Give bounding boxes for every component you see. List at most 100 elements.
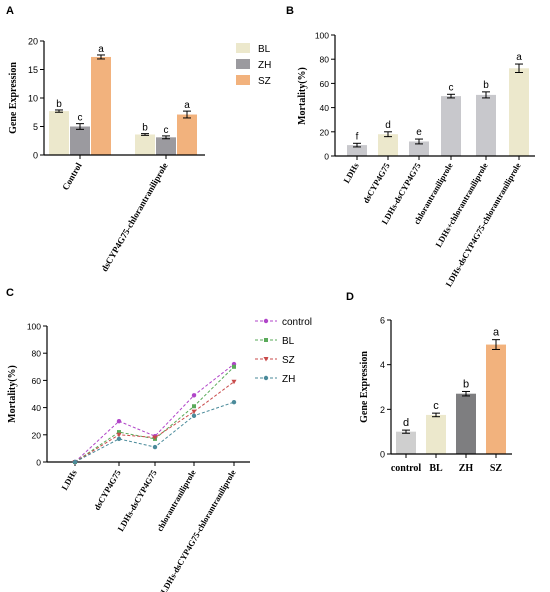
panel-b-sig-letter: d (385, 120, 391, 131)
panel-b-xtick-label: dsCYP4G75 (361, 161, 392, 205)
panel-a-sig-letter: a (98, 44, 104, 55)
panel-a-legend-label: BL (258, 44, 271, 55)
panel-c-point-bl (192, 404, 196, 409)
panel-a-bar-zh (156, 137, 176, 155)
panel-c-ytick-label: 100 (27, 322, 41, 332)
panel-d-bar (456, 393, 476, 454)
panel-b-sig-letter: b (483, 80, 489, 91)
panel-c-ytick-label: 80 (32, 349, 42, 359)
panel-b-sig-letter: e (416, 127, 422, 138)
panel-c-xtick-label: chlorantraniliprole (154, 468, 197, 533)
panel-c-legend-marker-zh (263, 375, 269, 381)
panel-c-ytick-label: 20 (32, 430, 42, 440)
panel-c-legend-label: ZH (282, 374, 295, 385)
panel-c-point-sz (116, 432, 122, 438)
panel-c-point-bl (232, 364, 236, 369)
panel-b-sig-letter: f (356, 131, 359, 142)
panel-a-sig-letter: c (78, 113, 83, 124)
panel-a-sig-letter: b (56, 99, 62, 110)
panel-d-xtick-label: SZ (490, 463, 503, 474)
panel-d-bar (486, 344, 506, 454)
panel-c-y-axis-label: Mortality(%) (7, 365, 18, 423)
panel-a-legend-swatch-bl (236, 43, 250, 53)
panel-b-bar (476, 94, 496, 156)
panel-c-point-sz (191, 409, 197, 415)
panel-c-legend-label: control (282, 317, 312, 328)
panel-letter-b: B (286, 5, 294, 17)
panel-a-bar-bl (135, 134, 155, 155)
panel-c-legend-marker-bl (264, 338, 268, 342)
panel-d-sig-letter: d (403, 417, 409, 429)
panel-c-xtick-label: dsCYP4G75 (92, 468, 123, 512)
panel-b-ytick-label: 20 (320, 127, 330, 137)
panel-d-sig-letter: a (493, 327, 500, 339)
panel-b-bar (409, 141, 429, 156)
panel-a-legend-label: ZH (258, 60, 271, 71)
panel-c-line-control (74, 363, 235, 463)
panel-b-bar (347, 145, 367, 156)
panel-a-y-axis-label: Gene Expression (8, 62, 19, 134)
panel-d-ytick-label: 4 (380, 360, 385, 370)
panel-b-bar (441, 96, 461, 156)
panel-d-xtick-label: control (391, 463, 422, 474)
panel-c-point-sz (152, 435, 158, 441)
panel-c-point-control (116, 419, 122, 424)
panel-c-point-zh (191, 413, 197, 418)
panel-d-bar (396, 431, 416, 454)
panel-c-point-zh (116, 436, 122, 442)
panel-c-ytick-label: 0 (36, 458, 41, 468)
panel-b-bar (378, 134, 398, 156)
panel-b-xtick-label: LDHs (341, 160, 361, 184)
panel-c-legend-marker-sz (263, 357, 269, 362)
panel-a-ytick-label: 0 (33, 151, 38, 161)
panel-d-ytick-label: 6 (380, 316, 385, 326)
panel-c-xtick-label: LDHs (59, 467, 79, 491)
panel-c-ytick-label: 40 (32, 403, 42, 413)
panel-d-ytick-label: 0 (380, 450, 385, 460)
panel-b-ytick-label: 60 (320, 79, 330, 89)
panel-letter-d: D (346, 291, 354, 303)
panel-b-ytick-label: 40 (320, 103, 330, 113)
panel-b-ytick-label: 0 (324, 152, 329, 162)
panel-d-xtick-label: BL (429, 463, 443, 474)
panel-a-legend-swatch-zh (236, 59, 250, 69)
panel-a-xtick-label: dsCYP4G75-chlorantraniliprole (99, 161, 170, 273)
panel-b-bar (509, 68, 529, 156)
panel-c-point-zh (72, 459, 78, 465)
panel-b-sig-letter: a (516, 52, 522, 63)
panel-c-point-sz (231, 379, 237, 385)
panel-b-sig-letter: c (449, 82, 454, 93)
panel-a-ytick-label: 5 (33, 122, 38, 132)
panel-c-xtick-label: LDHs-dsCYP4G75-chlorantraniliprole (158, 468, 238, 592)
panel-d-ytick-label: 2 (380, 405, 385, 415)
panel-a-bar-sz (91, 56, 111, 155)
panel-b-ytick-label: 80 (320, 55, 330, 65)
panel-c-point-zh (152, 444, 158, 450)
panel-c-xtick-label: LDHs-dsCYP4G75 (115, 468, 158, 533)
panel-d-sig-letter: b (463, 378, 469, 390)
panel-d-y-axis-label: Gene Expression (359, 351, 370, 423)
panel-c-line-zh (74, 401, 235, 463)
panel-letter-a: A (6, 5, 14, 17)
panel-a-sig-letter: b (142, 123, 148, 134)
panel-a-bar-zh (70, 126, 90, 155)
panel-a-bar-sz (177, 114, 197, 155)
panel-d-xtick-label: ZH (459, 463, 474, 474)
panel-c-point-zh (231, 399, 237, 405)
panel-b-y-axis-label: Mortality(%) (297, 67, 308, 125)
panel-a-ytick-label: 15 (28, 65, 38, 75)
panel-b-ytick-label: 100 (315, 31, 329, 41)
panel-a-ytick-label: 10 (28, 94, 38, 104)
panel-a-legend-label: SZ (258, 76, 271, 87)
panel-a-bar-bl (49, 111, 69, 155)
panel-c-legend-marker-control (263, 318, 269, 324)
panel-c-legend-label: SZ (282, 355, 295, 366)
panel-d-sig-letter: c (433, 400, 439, 412)
panel-c-line-bl (74, 366, 235, 463)
panel-a-xtick-label: Control (60, 161, 84, 192)
panel-a-ytick-label: 20 (28, 37, 38, 47)
panel-letter-c: C (6, 287, 14, 299)
panel-d-bar (426, 414, 446, 454)
panel-c-legend-label: BL (282, 336, 295, 347)
